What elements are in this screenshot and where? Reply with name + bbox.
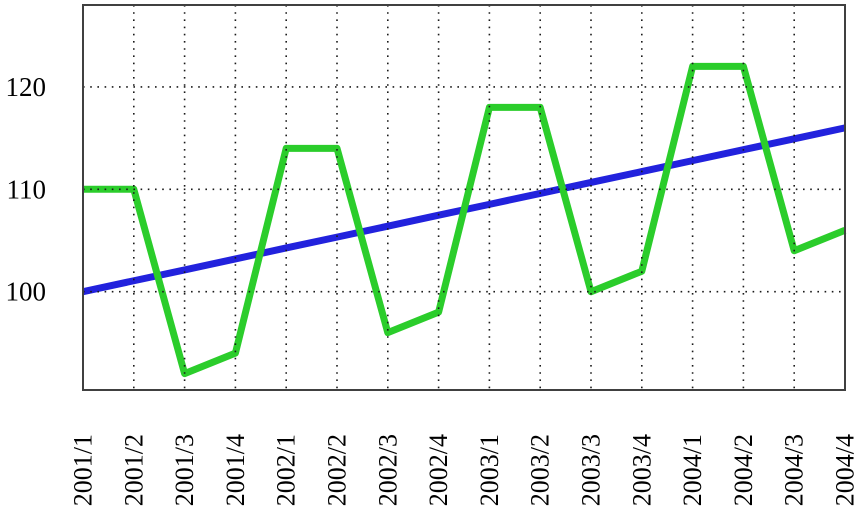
x-tick-label: 2002/3: [373, 434, 402, 506]
grid-lines: [83, 5, 845, 390]
x-tick-label: 2004/1: [678, 434, 707, 506]
x-tick-label: 2001/3: [170, 434, 199, 506]
x-tick-label: 2001/1: [69, 434, 98, 506]
x-tick-label: 2003/2: [526, 434, 555, 506]
y-tick-label: 120: [6, 72, 47, 102]
y-axis-labels: 100 110 120: [6, 72, 47, 307]
x-axis-labels: 2001/1 2001/2 2001/3 2001/4 2002/1 2002/2 2002…: [69, 434, 859, 506]
x-tick-label: 2003/3: [577, 434, 606, 506]
x-tick-label: 2003/4: [627, 434, 656, 506]
series-lines: [82, 62, 847, 378]
x-tick-label: 2002/2: [323, 434, 352, 506]
y-tick-label: 100: [6, 277, 47, 307]
x-tick-label: 2002/4: [424, 434, 453, 506]
x-tick-label: 2001/2: [119, 434, 148, 506]
x-tick-label: 2003/1: [475, 434, 504, 506]
x-tick-label: 2004/4: [831, 434, 859, 506]
y-tick-label: 110: [7, 174, 47, 204]
x-tick-label: 2002/1: [272, 434, 301, 506]
quarterly-values-line: [83, 62, 847, 378]
x-tick-label: 2004/2: [729, 434, 758, 506]
x-tick-label: 2004/3: [780, 434, 809, 506]
x-tick-label: 2001/4: [221, 434, 250, 506]
plot-border: [82, 4, 846, 391]
